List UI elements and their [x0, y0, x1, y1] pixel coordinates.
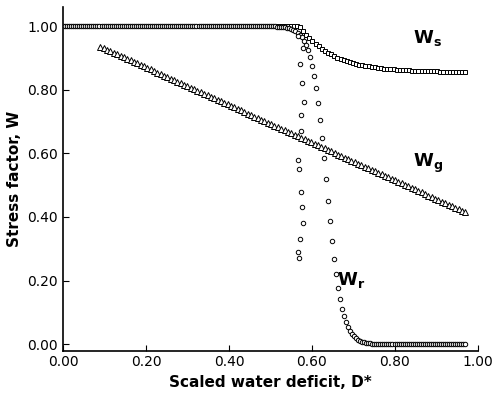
Text: W$_\mathregular{r}$: W$_\mathregular{r}$ [336, 270, 365, 290]
X-axis label: Scaled water deficit, D*: Scaled water deficit, D* [169, 375, 372, 390]
Text: W$_\mathregular{g}$: W$_\mathregular{g}$ [414, 152, 444, 175]
Text: W$_\mathregular{s}$: W$_\mathregular{s}$ [414, 28, 442, 48]
Y-axis label: Stress factor, W: Stress factor, W [7, 111, 22, 247]
